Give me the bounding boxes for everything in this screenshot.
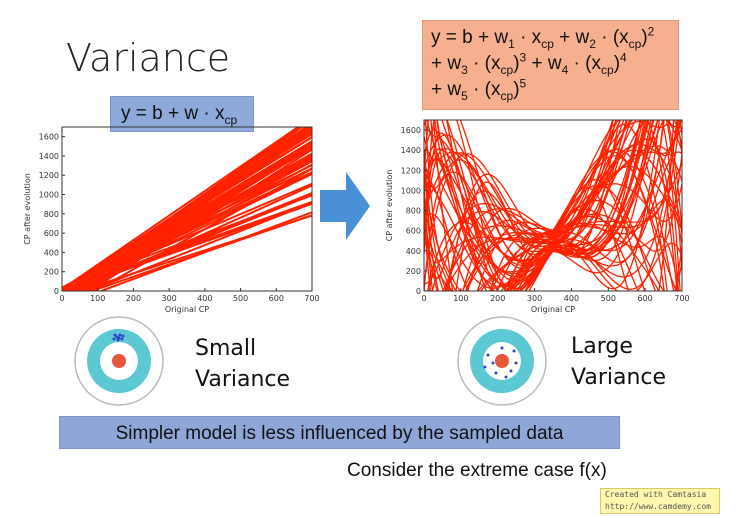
consider-text: Consider the extreme case f(x) bbox=[347, 460, 607, 481]
x-tick-label: 700 bbox=[304, 294, 319, 303]
x-tick-label: 600 bbox=[638, 294, 653, 303]
y-tick-label: 400 bbox=[44, 248, 59, 257]
x-tick-label: 0 bbox=[59, 294, 64, 303]
y-tick-label: 1400 bbox=[401, 146, 421, 155]
large-variance-label: Large Variance bbox=[571, 334, 667, 390]
series-line bbox=[424, 120, 644, 291]
series-line bbox=[87, 148, 312, 291]
series-line bbox=[62, 159, 312, 291]
large-variance-target-icon bbox=[457, 316, 547, 406]
small-variance-target-icon bbox=[74, 316, 164, 406]
x-tick-label: 500 bbox=[601, 294, 616, 303]
series-line bbox=[98, 211, 312, 291]
y-tick-label: 1000 bbox=[401, 186, 421, 195]
eq-line-2: + w3 · (xcp)3 + w4 · (xcp)4 bbox=[431, 50, 627, 77]
series-line bbox=[490, 120, 671, 291]
x-tick-label: 300 bbox=[527, 294, 542, 303]
y-axis-label: CP after evolution bbox=[23, 173, 32, 245]
x-tick-label: 300 bbox=[162, 294, 177, 303]
y-tick-label: 1400 bbox=[39, 152, 59, 161]
series-line bbox=[424, 120, 649, 267]
linear-model-equation: y = b + w · xcp bbox=[110, 96, 254, 132]
series-line bbox=[424, 120, 678, 262]
y-axis-label: CP after evolution bbox=[385, 170, 394, 242]
x-tick-label: 500 bbox=[233, 294, 248, 303]
polynomial-model-chart: 0 100 200 300 400 500 600 700 0 200 400 600 800 1000 1… bbox=[385, 119, 690, 314]
conclusion-banner: Simpler model is less influenced by the … bbox=[59, 416, 620, 449]
series-line bbox=[424, 165, 682, 289]
x-tick-label: 400 bbox=[564, 294, 579, 303]
series-line bbox=[424, 120, 625, 291]
slide-title: Variance bbox=[66, 36, 231, 80]
series-line bbox=[459, 120, 654, 274]
series-line bbox=[462, 207, 639, 291]
y-tick-label: 800 bbox=[406, 207, 421, 216]
series-line bbox=[461, 199, 682, 291]
series-line bbox=[64, 192, 312, 291]
x-tick-label: 400 bbox=[197, 294, 212, 303]
y-tick-label: 1200 bbox=[39, 171, 59, 180]
y-tick-label: 600 bbox=[406, 227, 421, 236]
series-line bbox=[424, 120, 678, 278]
series-line bbox=[424, 120, 682, 277]
series-line bbox=[62, 127, 300, 290]
x-tick-label: 200 bbox=[126, 294, 141, 303]
series-line bbox=[496, 148, 668, 291]
y-tick-label: 400 bbox=[406, 247, 421, 256]
y-tick-label: 1000 bbox=[39, 191, 59, 200]
linear-model-chart: 0 100 200 300 400 500 600 700 0 200 400 600 800 1000 1… bbox=[23, 126, 320, 314]
eq-line-3: + w5 · (xcp)5 bbox=[431, 76, 527, 103]
y-tick-label: 200 bbox=[406, 267, 421, 276]
right-arrow-icon bbox=[320, 172, 370, 240]
y-tick-label: 1600 bbox=[39, 133, 59, 142]
series-line bbox=[62, 132, 312, 291]
plot-frame bbox=[61, 126, 313, 292]
x-tick-label: 100 bbox=[453, 294, 468, 303]
watermark: Created with Camtasia http://www.camdemy.… bbox=[600, 488, 720, 514]
x-tick-label: 700 bbox=[674, 294, 689, 303]
series-line bbox=[430, 120, 659, 273]
series-line bbox=[62, 171, 312, 291]
y-tick-label: 1200 bbox=[401, 166, 421, 175]
x-tick-label: 200 bbox=[490, 294, 505, 303]
x-tick-label: 0 bbox=[421, 294, 426, 303]
series-line bbox=[69, 194, 312, 291]
small-variance-label: Small Variance bbox=[195, 336, 291, 392]
x-axis-label: Original CP bbox=[531, 305, 575, 314]
y-tick-label: 0 bbox=[416, 287, 421, 296]
y-tick-label: 800 bbox=[44, 210, 59, 219]
y-tick-label: 200 bbox=[44, 268, 59, 277]
polynomial-model-equation: y = b + w1 · xcp + w2 · (xcp)2 + w3 · (x… bbox=[422, 20, 679, 110]
x-tick-label: 100 bbox=[90, 294, 105, 303]
eq-text: y = b + w · x bbox=[121, 103, 225, 124]
y-tick-label: 600 bbox=[44, 229, 59, 238]
series-line bbox=[467, 120, 665, 291]
y-tick-label: 0 bbox=[54, 287, 59, 296]
x-axis-label: Original CP bbox=[165, 305, 209, 314]
x-tick-label: 600 bbox=[269, 294, 284, 303]
plot-frame bbox=[423, 119, 683, 292]
y-tick-label: 1600 bbox=[401, 126, 421, 135]
eq-sub: cp bbox=[224, 112, 238, 127]
eq-line-1: y = b + w1 · xcp + w2 · (xcp)2 bbox=[431, 24, 655, 51]
curves bbox=[62, 127, 312, 291]
curves bbox=[424, 120, 682, 291]
